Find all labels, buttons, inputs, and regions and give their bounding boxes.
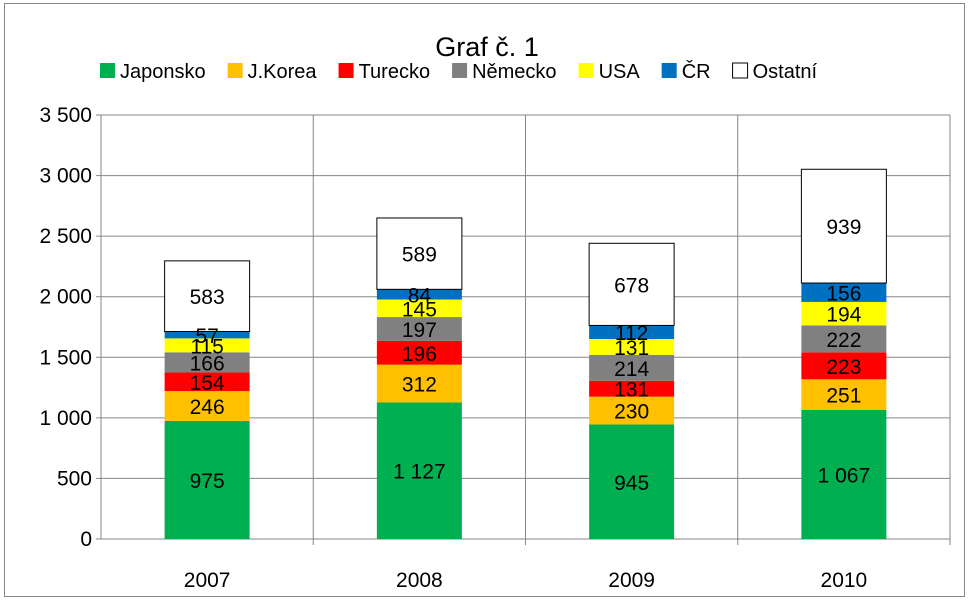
bar-segment xyxy=(376,217,463,290)
bar-segment xyxy=(376,402,462,539)
bar-segment xyxy=(376,289,462,300)
data-label: 84 xyxy=(408,284,432,307)
data-label: 678 xyxy=(614,274,649,297)
bar-segment xyxy=(164,372,250,392)
bars xyxy=(164,168,887,539)
data-label: 583 xyxy=(190,286,225,309)
data-label: 57 xyxy=(195,325,218,348)
chart-frame: Graf č. 1 Japonsko J.Korea Turecko Německo U… xyxy=(4,3,965,597)
legend-swatch xyxy=(661,63,677,78)
legend-label: USA xyxy=(599,61,641,83)
bar-segment xyxy=(589,380,675,397)
legend-swatch xyxy=(452,63,468,78)
data-label: 589 xyxy=(402,244,437,267)
bar-segment xyxy=(376,299,462,318)
x-axis: 2007 2008 2009 2010 xyxy=(101,538,950,592)
bar-segment xyxy=(164,352,250,373)
x-tick-label: 2009 xyxy=(608,569,655,592)
bar-segment xyxy=(376,364,462,403)
legend-swatch xyxy=(578,63,594,78)
chart-title: Graf č. 1 xyxy=(435,32,539,62)
bar-segment xyxy=(588,242,675,326)
bar-segment xyxy=(164,331,250,339)
y-tick-label: 3 000 xyxy=(39,165,92,188)
data-label: 197 xyxy=(402,319,437,342)
data-label: 246 xyxy=(190,396,225,419)
data-label: 154 xyxy=(190,372,225,395)
legend-swatch xyxy=(227,63,243,78)
legend-swatch xyxy=(732,62,749,79)
bar-segment xyxy=(800,168,887,284)
data-label: 975 xyxy=(190,470,225,493)
data-label: 115 xyxy=(190,335,223,358)
data-label: 131 xyxy=(614,337,649,360)
bar-segment xyxy=(801,325,887,353)
bar-segment xyxy=(589,396,675,425)
data-label: 945 xyxy=(614,472,649,495)
bar-segment xyxy=(376,317,462,341)
y-tick-label: 2 500 xyxy=(39,225,92,248)
bar-segment xyxy=(589,354,675,381)
x-tick-label: 2010 xyxy=(821,569,868,592)
data-label: 145 xyxy=(402,298,437,321)
y-tick-label: 0 xyxy=(80,528,92,551)
data-label: 131 xyxy=(614,379,649,402)
y-tick-label: 1 000 xyxy=(39,407,92,430)
y-tick-label: 3 500 xyxy=(39,104,92,127)
bar-segment xyxy=(164,338,250,353)
bar-segment xyxy=(801,379,887,410)
bar-segment xyxy=(164,391,250,421)
legend-label: Ostatní xyxy=(753,61,818,83)
data-label: 251 xyxy=(826,385,861,408)
bar-segment xyxy=(801,409,887,539)
y-tick-label: 500 xyxy=(57,467,92,490)
x-tick-label: 2007 xyxy=(184,569,231,592)
legend-swatch xyxy=(338,63,354,78)
bar-segment xyxy=(801,352,887,380)
data-label: 1 127 xyxy=(393,461,446,484)
data-label: 939 xyxy=(826,216,861,239)
legend-label: J.Korea xyxy=(248,61,318,83)
data-label: 166 xyxy=(190,352,225,375)
data-label: 312 xyxy=(402,374,437,397)
bar-segment xyxy=(801,301,887,326)
legend-label: Turecko xyxy=(359,61,431,83)
bar-segment xyxy=(376,340,462,365)
data-label: 112 xyxy=(615,322,648,345)
stacked-bar-chart: Graf č. 1 Japonsko J.Korea Turecko Německo U… xyxy=(39,32,951,592)
data-label: 222 xyxy=(826,329,861,352)
legend-label: Japonsko xyxy=(120,61,206,83)
bar-segment xyxy=(164,420,250,539)
bar-segment xyxy=(589,424,675,539)
y-tick-label: 1 500 xyxy=(39,346,92,369)
bar-segment xyxy=(164,260,251,332)
bar-segment xyxy=(801,283,887,302)
data-label: 196 xyxy=(402,343,437,366)
data-label: 223 xyxy=(826,356,861,379)
x-tick-label: 2008 xyxy=(396,569,443,592)
data-label: 214 xyxy=(614,358,649,381)
bar-segment xyxy=(589,338,675,355)
data-label: 230 xyxy=(614,401,649,424)
data-label: 1 067 xyxy=(818,464,871,487)
data-label: 156 xyxy=(826,282,861,305)
legend: Japonsko J.Korea Turecko Německo USA ČR Ostatn… xyxy=(100,60,817,83)
y-tick-label: 2 000 xyxy=(39,286,92,309)
bar-segment xyxy=(589,325,675,339)
legend-label: ČR xyxy=(682,60,711,83)
y-axis: 0 500 1 000 1 500 2 000 2 500 3 000 3 500 xyxy=(39,104,102,551)
legend-swatch xyxy=(100,63,115,78)
legend-label: Německo xyxy=(472,61,556,83)
data-label: 194 xyxy=(826,304,861,327)
